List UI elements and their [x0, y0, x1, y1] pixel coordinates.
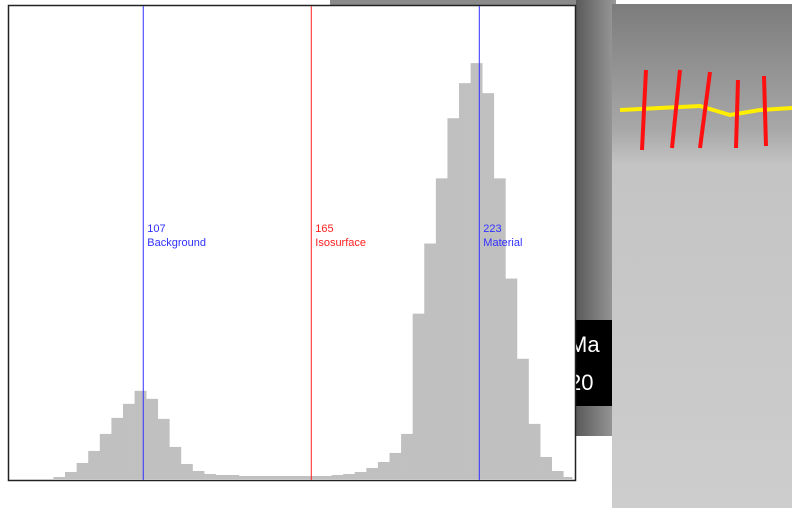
histogram-bar — [111, 418, 123, 479]
histogram-bar — [227, 475, 239, 479]
histogram-bar — [169, 447, 181, 479]
histogram-bar — [332, 475, 344, 479]
histogram-bar — [366, 468, 378, 479]
histogram-bar — [285, 476, 297, 479]
histogram-bar — [389, 453, 401, 479]
histogram-bar — [308, 476, 320, 479]
marker-label: Material — [483, 237, 522, 249]
histogram-bar — [447, 118, 459, 479]
histogram-bar — [297, 476, 309, 479]
histogram-bar — [320, 476, 332, 479]
histogram-bar — [181, 464, 193, 479]
histogram-bar — [250, 476, 262, 479]
histogram-bar — [135, 391, 147, 479]
histogram-bar — [517, 359, 529, 479]
histogram-bar — [540, 457, 552, 479]
histogram-bar — [482, 93, 494, 479]
histogram-bar — [471, 63, 483, 479]
marker-label: Isosurface — [315, 237, 366, 249]
histogram-bar — [459, 83, 471, 479]
histogram-bar — [552, 471, 564, 479]
histogram-bar — [123, 404, 135, 479]
histogram-bar — [216, 475, 228, 479]
histogram-bar — [378, 462, 390, 479]
marker-value: 165 — [315, 223, 333, 235]
histogram-bar — [436, 178, 448, 479]
marker-label: Background — [147, 237, 206, 249]
marker-value: 223 — [483, 223, 501, 235]
histogram-bar — [77, 463, 89, 479]
histogram-bar — [262, 476, 274, 479]
histogram-bar — [529, 424, 541, 479]
histogram-bar — [204, 474, 216, 479]
histogram-bar — [563, 477, 572, 479]
screenshot: Ma 20 107Background165Isosurface223Mater… — [0, 0, 792, 508]
histogram-bar — [65, 472, 77, 479]
histogram-bar — [100, 434, 112, 479]
histogram-bar — [424, 244, 436, 480]
histogram-bar — [146, 399, 158, 479]
histogram-bar — [505, 279, 517, 479]
histogram-bar — [274, 476, 286, 479]
histogram-bar — [413, 314, 425, 479]
histogram-bar — [53, 477, 65, 479]
histogram-bar — [343, 474, 355, 479]
histogram-bar — [158, 419, 170, 479]
histogram-bar — [355, 472, 367, 479]
histogram-bar — [401, 434, 413, 479]
marker-value: 107 — [147, 223, 165, 235]
histogram-bar — [88, 451, 100, 479]
histogram-bar — [239, 476, 251, 479]
histogram-bar — [193, 471, 205, 479]
